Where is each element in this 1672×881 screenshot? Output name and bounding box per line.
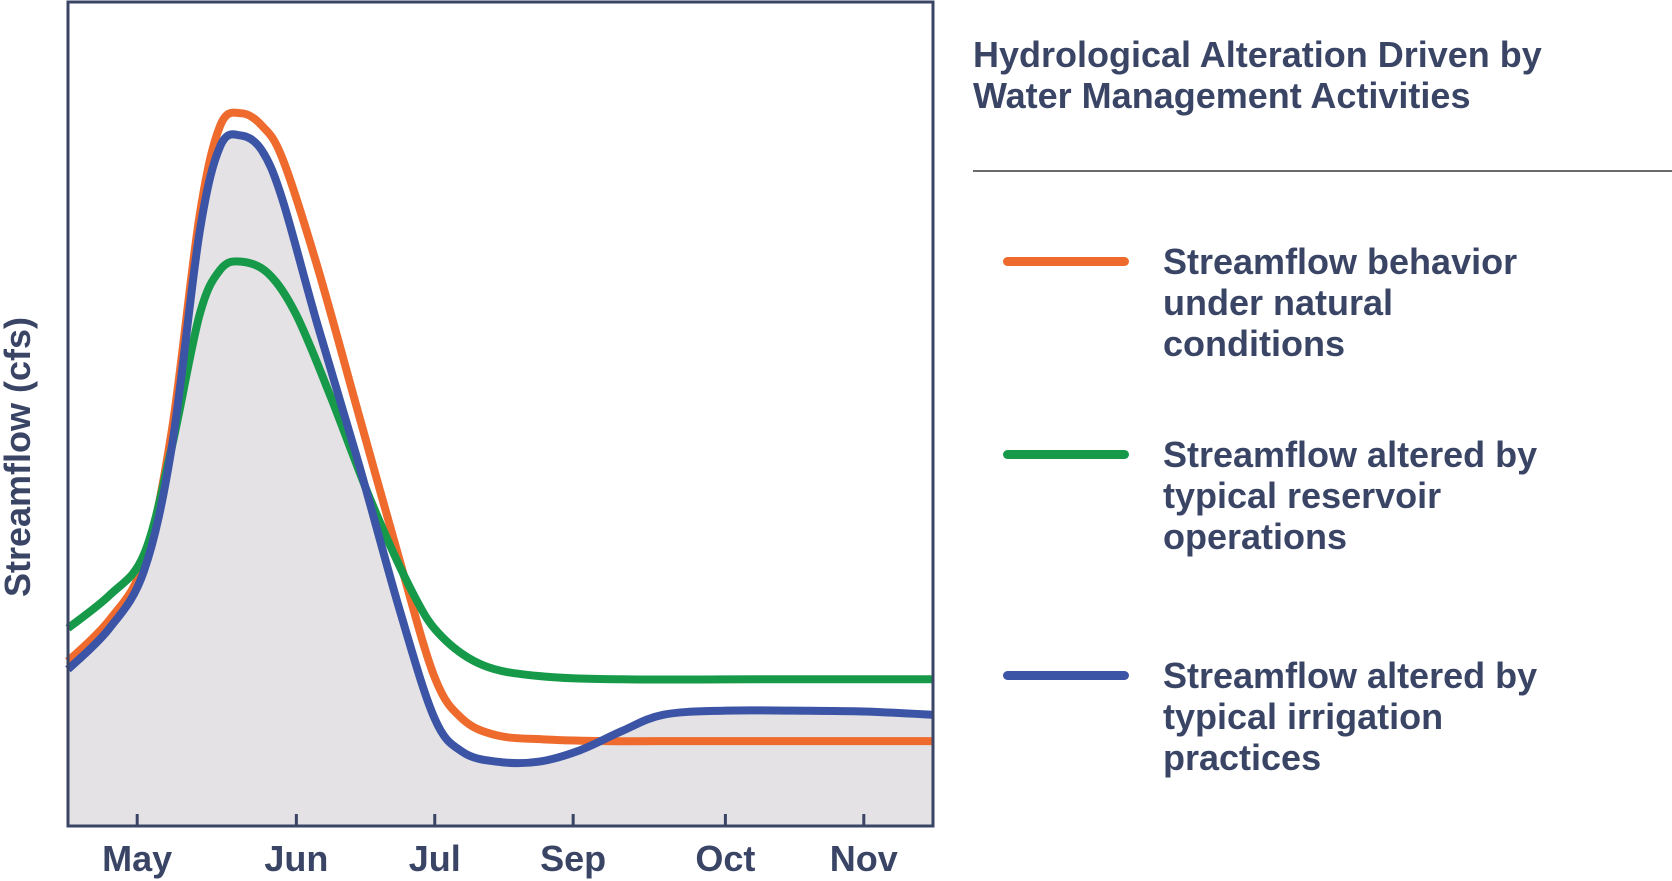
legend-label-line: under natural [1163, 282, 1394, 323]
x-tick-label: May [102, 838, 172, 879]
series-line-irrigation [65, 130, 934, 768]
x-tick-label: Oct [695, 838, 755, 879]
x-tick-label: Jun [264, 838, 328, 879]
legend-label-irrigation: Streamflow altered by typical irrigation… [1163, 655, 1663, 778]
legend-label-line: typical reservoir [1163, 475, 1442, 516]
chart-title-line-1: Hydrological Alteration Driven by [973, 34, 1542, 75]
legend-swatch-irrigation [1003, 671, 1129, 680]
legend-label-line: operations [1163, 516, 1348, 557]
x-axis: May Jun Jul Sep Oct Nov [102, 814, 898, 879]
title-divider [973, 170, 1672, 172]
shaded-area [68, 134, 933, 827]
legend-label-line: practices [1163, 737, 1322, 778]
x-tick-label: Nov [830, 838, 898, 879]
legend-label-line: Streamflow altered by [1163, 434, 1538, 475]
legend-label-line: Streamflow altered by [1163, 655, 1538, 696]
legend-label-reservoir: Streamflow altered by typical reservoir … [1163, 434, 1663, 557]
plot-frame [66, 0, 935, 828]
chart-title-line-2: Water Management Activities [973, 75, 1471, 116]
x-tick-label: Sep [540, 838, 606, 879]
legend-swatch-natural [1003, 257, 1129, 266]
legend-label-natural: Streamflow behavior under natural condit… [1163, 241, 1663, 364]
legend-label-line: Streamflow behavior [1163, 241, 1518, 282]
legend-swatch-reservoir [1003, 450, 1129, 459]
x-tick-label: Jul [409, 838, 461, 879]
plot-area [65, 108, 934, 827]
y-axis-label: Streamflow (cfs) [0, 317, 38, 597]
legend-label-line: conditions [1163, 323, 1345, 364]
chart-title: Hydrological Alteration Driven by Water … [973, 34, 1663, 116]
legend-label-line: typical irrigation [1163, 696, 1444, 737]
